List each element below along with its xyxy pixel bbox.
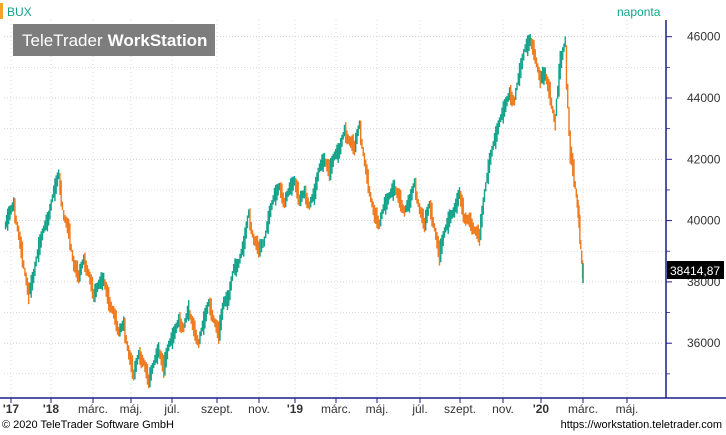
watermark-background	[13, 24, 215, 56]
bux-legend[interactable]: BUX	[0, 3, 32, 19]
x-tick-label: júl.	[163, 402, 179, 416]
x-tick-label-year: '20	[533, 402, 550, 416]
copyright-text: © 2020 TeleTrader Software GmbH	[2, 419, 174, 431]
price-bars	[4, 34, 584, 389]
watermark: TeleTrader WorkStation	[13, 24, 215, 56]
footer: © 2020 TeleTrader Software GmbH https://…	[0, 418, 726, 435]
symbol-color-marker	[0, 3, 3, 19]
y-tick-label: 36000	[687, 336, 721, 350]
y-tick-label: 44000	[687, 91, 721, 105]
x-tick-label: máj.	[120, 402, 143, 416]
x-tick-label: márc.	[568, 402, 598, 416]
watermark-product: WorkStation	[108, 31, 208, 50]
x-tick-label: júl.	[411, 402, 427, 416]
x-axis: '17 '18 márc. máj. júl. szept. nov. '19 márc. máj…	[3, 398, 638, 416]
interval-label[interactable]: naponta	[617, 5, 661, 19]
x-tick-label: márc.	[78, 402, 108, 416]
x-tick-label: nov.	[492, 402, 514, 416]
watermark-brand: TeleTrader	[22, 31, 103, 50]
x-tick-label: szept.	[444, 402, 476, 416]
x-tick-label-year: '17	[3, 402, 20, 416]
x-tick-label: szept.	[201, 402, 233, 416]
last-price-value: 38414,87	[670, 264, 720, 278]
last-price-tag-background	[667, 261, 724, 279]
x-tick-label-year: '18	[43, 402, 60, 416]
source-url-link[interactable]: https://workstation.teletrader.com	[560, 419, 722, 431]
grid-lines	[4, 20, 664, 397]
symbol-label: BUX	[7, 5, 32, 19]
x-tick-label: máj.	[616, 402, 639, 416]
watermark-text: TeleTrader WorkStation	[22, 31, 207, 50]
y-tick-label: 42000	[687, 152, 721, 166]
x-tick-label: márc.	[321, 402, 351, 416]
x-tick-label: máj.	[366, 402, 389, 416]
x-tick-label: nov.	[248, 402, 270, 416]
x-tick-label-year: '19	[287, 402, 304, 416]
y-tick-label: 46000	[687, 30, 721, 44]
y-tick-label: 40000	[687, 214, 721, 228]
last-price-tag: 38414,87	[667, 261, 724, 279]
